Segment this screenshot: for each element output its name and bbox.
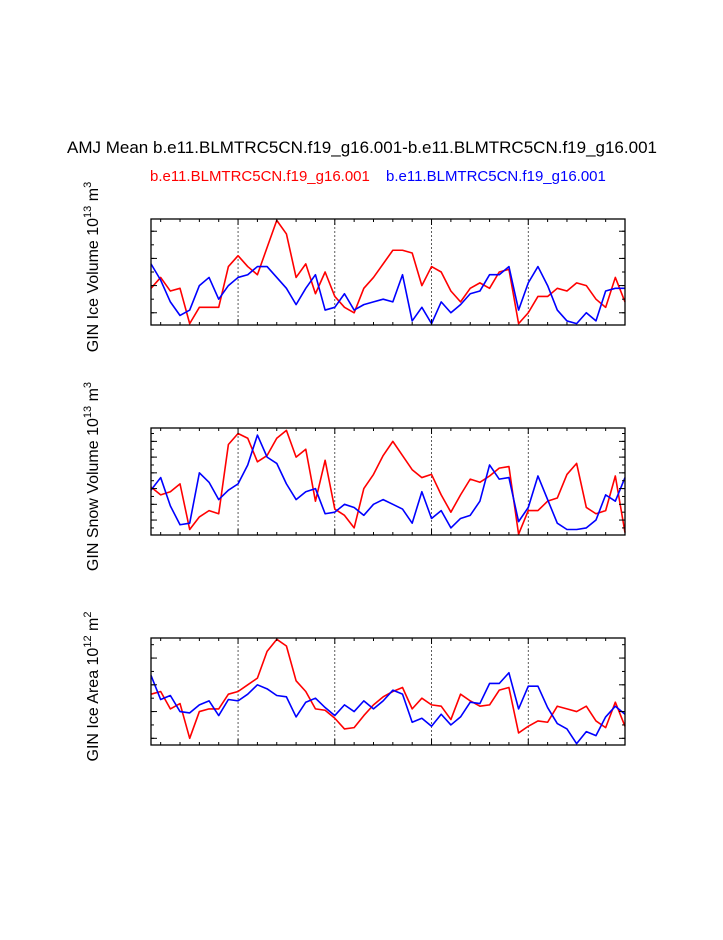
y-axis-label-superscript: 3 — [82, 382, 94, 388]
y-axis-label-text: m — [85, 188, 102, 206]
y-axis-label-text: GIN Ice Area 10 — [85, 648, 102, 762]
series-line-red — [150, 219, 626, 325]
plot-frame — [150, 427, 626, 536]
figure-title: AMJ Mean b.e11.BLMTRC5CN.f19_g16.001-b.e… — [67, 138, 657, 157]
series-line-blue — [150, 434, 626, 531]
chart-panel-2: GIN Snow Volume 1013 m3 — [82, 382, 626, 571]
y-axis-label-text: m — [85, 618, 102, 636]
plot-frame — [150, 637, 626, 746]
y-axis-label-text: m — [85, 388, 102, 406]
chart-panel-3: GIN Ice Area 1012 m2 — [82, 612, 626, 762]
y-axis-label-superscript: 12 — [82, 635, 94, 647]
legend-blue-label: b.e11.BLMTRC5CN.f19_g16.001 — [386, 168, 606, 185]
series-line-blue — [150, 671, 626, 745]
y-axis-label-text: GIN Ice Volume 10 — [85, 218, 102, 352]
series-line-blue — [150, 263, 625, 325]
series-line-red — [150, 638, 626, 740]
series-line-red — [150, 429, 626, 536]
legend-red-label: b.e11.BLMTRC5CN.f19_g16.001 — [150, 168, 370, 185]
plot-frame — [150, 218, 626, 326]
y-axis-label-superscript: 3 — [82, 182, 94, 188]
y-axis-label: GIN Snow Volume 1013 m3 — [82, 382, 102, 571]
y-axis-label: GIN Ice Area 1012 m2 — [82, 612, 102, 762]
y-axis-label-superscript: 2 — [82, 612, 94, 618]
chart-panel-1: GIN Ice Volume 1013 m3 — [82, 182, 626, 352]
y-axis-label-superscript: 13 — [82, 206, 94, 218]
y-axis-label-superscript: 13 — [82, 406, 94, 418]
y-axis-label-text: GIN Snow Volume 10 — [85, 418, 102, 571]
y-axis-label: GIN Ice Volume 1013 m3 — [82, 182, 102, 352]
